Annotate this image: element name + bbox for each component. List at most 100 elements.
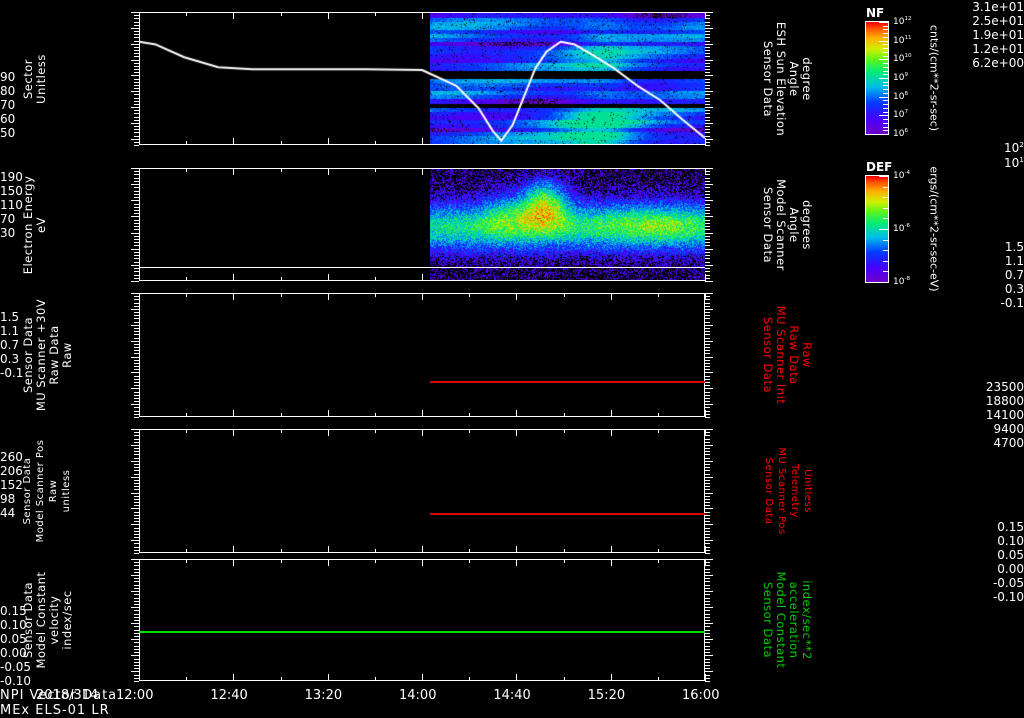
axis-label-model-constant-velocity-left-0: Sensor Data xyxy=(21,581,35,659)
colorbar-tick-text: 10 xyxy=(893,54,905,65)
axis-label-model-constant-velocity-right-1: Model Constant xyxy=(774,571,788,669)
tick-label-text: 152 xyxy=(0,478,23,492)
axis-tick-model-constant-velocity-right-1: 0.10 xyxy=(0,618,1024,632)
tick-label-text: 10 xyxy=(1003,141,1020,155)
axis-label-model-constant-velocity-right-2: acceleration xyxy=(787,581,801,659)
axis-tick-model-constant-velocity-right-4: -0.05 xyxy=(0,660,1024,674)
tick-label-text: 0.10 xyxy=(997,534,1024,548)
colorbar-tick-text: 10 xyxy=(893,171,905,181)
colorbar-tick-npi-vector-data-6: 106 xyxy=(893,128,908,139)
axis-label-model-constant-velocity-right-0: Sensor Data xyxy=(761,581,775,659)
axis-label-npi-vector-data-right-2: Angle xyxy=(787,60,801,97)
axis-tick-mex-els-01-lr-right-2: 110 xyxy=(0,198,1024,212)
colorbar-tick-npi-vector-data-2: 1010 xyxy=(893,53,912,64)
tick-label-text: 0.00 xyxy=(997,562,1024,576)
tick-label-text: 18800 xyxy=(985,394,1024,408)
tick-label-text: -0.10 xyxy=(0,674,32,688)
series-mu-scanner-init xyxy=(430,381,705,384)
colorbar-tick-npi-vector-data-0: 1012 xyxy=(893,16,912,27)
colorbar-tick-exponent: -4 xyxy=(904,170,911,176)
axis-tick-mex-els-01-lr-right-0: 190 xyxy=(0,170,1024,184)
tick-label-text: 150 xyxy=(0,184,23,198)
axis-tick-model-scanner-pos-raw-right-2: 152 xyxy=(0,478,1024,492)
tick-label-text: 9400 xyxy=(993,422,1024,436)
axis-tick-mex-els-01-lr-right-3: 70 xyxy=(0,212,1024,226)
axis-tick-model-scanner-pos-raw-left-3: 9400 xyxy=(0,422,1024,436)
tick-label-text: -0.05 xyxy=(0,660,32,674)
tick-label-text: 0.00 xyxy=(0,646,27,660)
tick-label-text: 0.3 xyxy=(1004,282,1024,296)
colorbar-tick-exponent: 10 xyxy=(904,53,912,60)
time-axis-label-0: 12:00 xyxy=(116,688,154,703)
axis-tick-npi-vector-data-left-4: 6.2e+00 xyxy=(0,56,1024,70)
axis-label-model-scanner-pos-raw-left-1: Model Scanner Pos xyxy=(35,439,46,543)
axis-tick-mex-els-01-lr-left-1: 101 xyxy=(0,155,1024,170)
time-axis-label-6: 16:00 xyxy=(682,688,720,703)
colorbar-tick-mex-els-01-lr-0: 10-4 xyxy=(893,170,910,181)
esh-sun-elevation-curve xyxy=(139,12,705,145)
colorbar-tick-text: 10 xyxy=(893,224,905,234)
colorbar-tick-text: 10 xyxy=(893,35,905,46)
axis-tick-mu-scanner-30v-raw-right-3: 0.3 xyxy=(0,352,1024,366)
axis-tick-mu-scanner-30v-raw-right-4: -0.1 xyxy=(0,366,1024,380)
axis-tick-mu-scanner-30v-raw-left-0: 1.5 xyxy=(0,240,1024,254)
tick-label-text: 70 xyxy=(0,212,16,226)
axis-tick-model-scanner-pos-raw-left-2: 14100 xyxy=(0,408,1024,422)
tick-label-text: 3.1e+01 xyxy=(972,0,1024,14)
tick-label-text: 110 xyxy=(0,198,23,212)
tick-label-text: -0.05 xyxy=(992,576,1024,590)
tick-label-text: 260 xyxy=(0,450,23,464)
tick-label-text: 98 xyxy=(0,492,16,506)
axis-tick-model-constant-velocity-left-0: 0.15 xyxy=(0,520,1024,534)
colorbar-tick-text: 10 xyxy=(893,91,905,102)
axis-label-mex-els-01-lr-right-2: Angle xyxy=(787,206,801,243)
axis-tick-model-scanner-pos-raw-left-4: 4700 xyxy=(0,436,1024,450)
axis-label-model-scanner-pos-raw-right-1: MU Scanner Pos xyxy=(776,447,787,535)
panel-title-mex-els-01-lr: MEx ELS-01 LR xyxy=(0,703,110,718)
colorbar-tick-exponent: 7 xyxy=(904,109,909,116)
axis-tick-npi-vector-data-right-2: 70 xyxy=(0,98,1024,112)
colorbar-tick-mex-els-01-lr-1: 10-6 xyxy=(893,223,910,234)
axis-label-mu-scanner-30v-raw-right-0: Sensor Data xyxy=(761,316,775,394)
colorbar-tick-npi-vector-data-1: 1011 xyxy=(893,35,912,46)
tick-label-text: -0.1 xyxy=(1000,296,1024,310)
axis-tick-model-constant-velocity-left-3: 0.00 xyxy=(0,562,1024,576)
axis-tick-npi-vector-data-right-4: 50 xyxy=(0,126,1024,140)
axis-tick-model-scanner-pos-raw-right-1: 206 xyxy=(0,464,1024,478)
els-baseline xyxy=(139,267,705,268)
colorbar-gradient-npi-vector-data xyxy=(866,22,888,134)
colorbar-title-npi-vector-data: NF xyxy=(866,6,885,20)
axis-tick-npi-vector-data-left-2: 1.9e+01 xyxy=(0,28,1024,42)
axis-tick-mu-scanner-30v-raw-left-1: 1.1 xyxy=(0,254,1024,268)
colorbar-unit-mex-els-01-lr: ergs/(cm**2-sr-sec-eV) xyxy=(927,166,941,292)
axis-label-model-scanner-pos-raw-left-3: unitless xyxy=(61,469,72,513)
axis-tick-npi-vector-data-right-0: 90 xyxy=(0,70,1024,84)
axis-tick-mu-scanner-30v-raw-left-2: 0.7 xyxy=(0,268,1024,282)
axis-label-mu-scanner-30v-raw-left-0: Sensor Data xyxy=(21,316,35,394)
tick-exponent: 1 xyxy=(1019,155,1024,164)
axis-label-mu-scanner-30v-raw-right-3: Raw xyxy=(800,342,814,368)
axis-tick-model-constant-velocity-right-2: 0.05 xyxy=(0,632,1024,646)
axis-label-model-scanner-pos-raw-right-0: Sensor Data xyxy=(763,457,774,525)
time-axis-date: 2018/314 xyxy=(36,688,99,703)
tick-label-text: 44 xyxy=(0,506,16,520)
colorbar-tick-exponent: 8 xyxy=(904,90,909,97)
axis-tick-mu-scanner-30v-raw-right-0: 1.5 xyxy=(0,310,1024,324)
axis-label-mu-scanner-30v-raw-left-3: Raw xyxy=(60,342,74,368)
axis-label-model-scanner-pos-raw-right-2: Telemetry xyxy=(789,464,800,518)
axis-tick-mu-scanner-30v-raw-left-4: -0.1 xyxy=(0,296,1024,310)
tick-label-text: 0.3 xyxy=(0,352,20,366)
tick-label-text: 14100 xyxy=(985,408,1024,422)
axis-label-model-scanner-pos-raw-left-0: Sensor Data xyxy=(22,457,33,525)
colorbar-tick-text: 10 xyxy=(893,110,905,121)
tick-exponent: 2 xyxy=(1019,140,1024,149)
axis-tick-model-scanner-pos-raw-right-0: 260 xyxy=(0,450,1024,464)
time-axis-label-4: 14:40 xyxy=(493,688,531,703)
panel-frame-mu-scanner-30v-raw xyxy=(139,293,705,417)
axis-label-mex-els-01-lr-right-0: Sensor Data xyxy=(761,186,775,263)
tick-label-text: 1.5 xyxy=(1004,240,1024,254)
axis-label-mex-els-01-lr-right-3: degrees xyxy=(800,199,814,250)
colorbar-tick-npi-vector-data-4: 108 xyxy=(893,91,908,102)
axis-tick-model-constant-velocity-right-0: 0.15 xyxy=(0,604,1024,618)
axis-label-mu-scanner-30v-raw-left-1: MU Scanner +30V xyxy=(34,298,48,412)
